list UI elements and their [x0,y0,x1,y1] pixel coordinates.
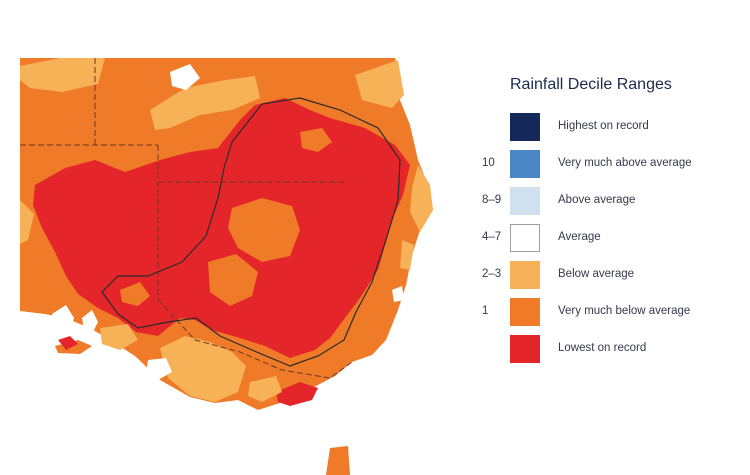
legend-item-lowest-on-record: Lowest on record [470,335,750,365]
legend-decile: 10 [482,157,495,169]
orange-patch-central [228,198,300,262]
legend-swatch [510,150,540,178]
legend-label: Lowest on record [558,342,647,354]
legend-decile: 8–9 [482,194,502,206]
below-average-coast-vic [248,376,282,402]
below-average-east-coast [410,165,433,232]
legend-label: Very much below average [558,305,691,317]
legend-item-above-average: 8–9 Above average [470,187,750,217]
orange-patch-north [300,128,332,152]
spencer-gulf [52,305,74,332]
legend-decile: 1 [482,305,489,317]
below-average-south [160,336,246,402]
orange-patch-west [120,282,150,306]
legend-label: Very much above average [558,157,692,169]
legend-swatch [510,335,540,363]
lowest-record-sa [58,336,78,350]
legend-label: Average [558,231,601,243]
legend-swatch [510,261,540,289]
legend-item-very-much-above-average: 10 Very much above average [470,150,750,180]
legend-title: Rainfall Decile Ranges [510,76,672,93]
average-patch-sw [146,358,172,380]
below-average-mid-coast [400,240,414,270]
rainfall-decile-map [20,58,433,475]
legend-swatch [510,113,540,141]
state-borders [20,58,353,379]
average-patch-north [170,64,200,90]
legend-item-very-much-below-average: 1 Very much below average [470,298,750,328]
below-average-north [150,76,260,130]
orange-patch-south [208,254,258,306]
below-average-sw [100,324,138,350]
legend-decile: 2–3 [482,268,502,280]
legend: Rainfall Decile Ranges Highest on record… [470,0,750,475]
land-island [55,340,92,354]
legend-swatch [510,298,540,326]
basin-boundary [101,97,401,367]
legend-item-below-average: 2–3 Below average [470,261,750,291]
average-patch-se [392,286,404,302]
gulf-st-vincent [82,310,98,334]
below-average-ne [355,60,404,108]
land-tasmania [326,446,350,475]
legend-label: Above average [558,194,636,206]
legend-swatch [510,187,540,215]
below-average-west [20,200,34,244]
lowest-record-east-vic [276,382,318,406]
legend-label: Highest on record [558,120,649,132]
legend-swatch [510,224,540,252]
legend-decile: 4–7 [482,231,502,243]
legend-label: Below average [558,268,635,280]
legend-item-highest-on-record: Highest on record [470,113,750,143]
below-average-nw [20,58,105,92]
legend-item-average: 4–7 Average [470,224,750,254]
